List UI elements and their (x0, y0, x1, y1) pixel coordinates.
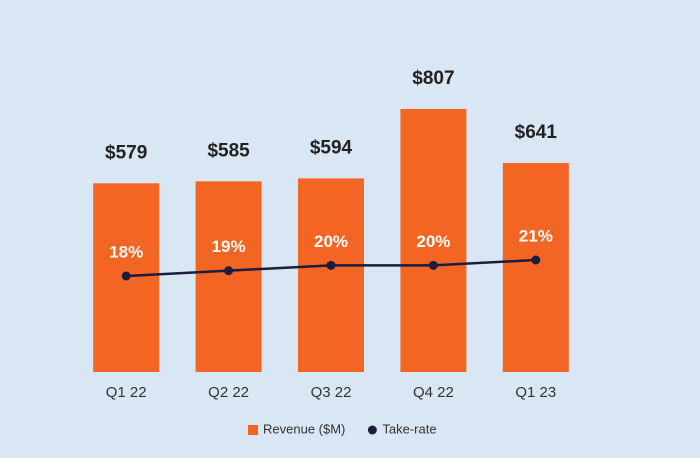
line-value-label: 20% (314, 232, 348, 251)
line-point (428, 260, 438, 270)
line-point (326, 260, 336, 270)
bar-value-label: $579 (105, 142, 147, 163)
legend-swatch (248, 425, 258, 435)
line-point (224, 266, 234, 276)
line-value-label: 20% (416, 232, 450, 251)
line-value-label: 19% (212, 237, 246, 256)
bar (298, 178, 364, 372)
legend-label: Revenue ($M) (263, 421, 345, 436)
bar-value-label: $585 (207, 140, 250, 161)
line-point (121, 271, 131, 281)
bar-value-label: $641 (515, 122, 558, 143)
legend-swatch (367, 425, 377, 435)
bar-value-label: $594 (310, 137, 353, 158)
line-value-label: 21% (519, 226, 553, 245)
legend-label: Take-rate (382, 421, 436, 436)
line-point (531, 255, 541, 265)
x-tick-label: Q1 23 (515, 384, 556, 401)
bar (195, 181, 262, 372)
x-tick-label: Q4 22 (413, 384, 454, 401)
line-value-label: 18% (109, 242, 143, 261)
bar-value-label: $807 (412, 68, 454, 89)
x-tick-label: Q2 22 (208, 384, 249, 401)
x-tick-label: Q1 22 (106, 384, 147, 401)
bar (502, 163, 569, 372)
bar (400, 108, 467, 372)
x-tick-label: Q3 22 (311, 384, 352, 401)
